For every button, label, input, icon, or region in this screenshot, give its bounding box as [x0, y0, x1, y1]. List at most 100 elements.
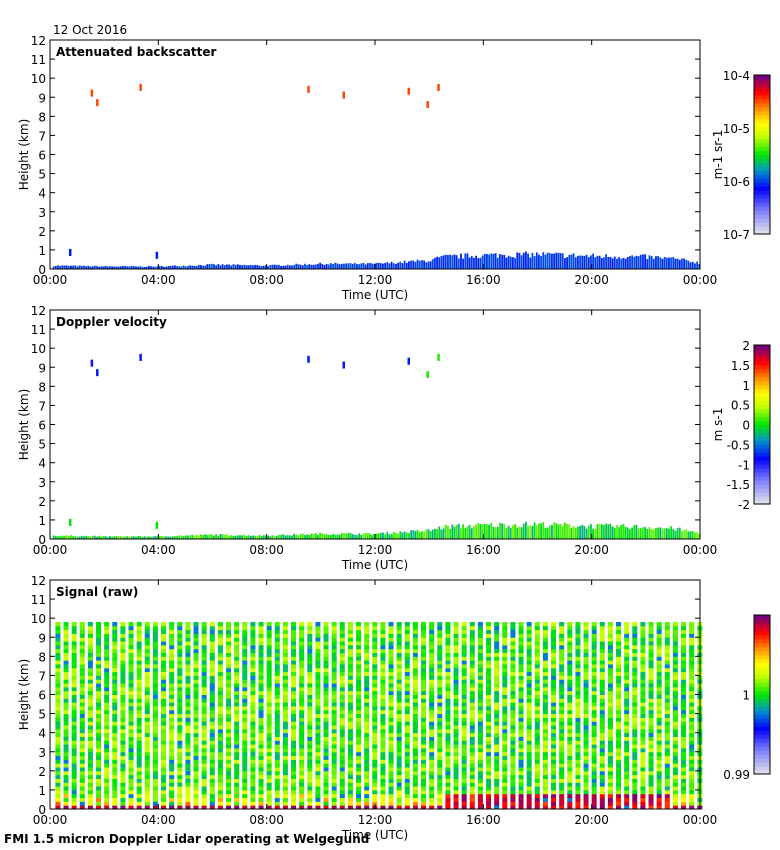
data-column	[490, 253, 493, 269]
data-column	[457, 523, 460, 539]
data-column	[119, 266, 122, 269]
data-column	[256, 265, 259, 269]
y-tick-label: 4	[38, 727, 46, 741]
signal-stripe	[388, 621, 394, 810]
data-column	[609, 523, 612, 539]
data-column	[174, 265, 176, 269]
data-column	[390, 261, 393, 269]
data-column	[347, 533, 350, 539]
data-column	[54, 535, 57, 539]
data-column	[418, 531, 421, 539]
y-tick-label: 3	[38, 206, 46, 220]
y-tick-label: 7	[38, 669, 46, 683]
x-tick-label: 12:00	[358, 543, 393, 557]
data-column	[529, 257, 532, 269]
data-column	[564, 522, 566, 539]
data-column	[520, 527, 523, 539]
data-column	[349, 263, 352, 269]
data-column	[258, 534, 261, 539]
data-column	[386, 531, 389, 539]
signal-stripe	[104, 621, 110, 810]
data-column	[392, 532, 395, 539]
data-column	[596, 255, 599, 269]
data-column	[113, 536, 116, 539]
data-column	[312, 264, 315, 269]
data-column	[265, 535, 267, 539]
data-column	[408, 261, 410, 269]
data-column	[343, 533, 345, 539]
data-column	[304, 535, 306, 539]
data-column	[67, 535, 70, 539]
y-tick-label: 4	[38, 187, 46, 201]
data-column	[555, 252, 558, 269]
data-column	[210, 534, 213, 539]
data-column	[464, 528, 467, 539]
data-column	[267, 535, 270, 539]
y-tick-label: 10	[31, 342, 46, 356]
data-column	[135, 536, 137, 539]
signal-stripe	[656, 621, 662, 810]
signal-stripe	[274, 621, 280, 810]
data-column	[501, 523, 504, 539]
y-tick-label: 0	[38, 533, 46, 547]
data-column	[334, 262, 337, 269]
data-column	[683, 529, 686, 539]
data-column	[423, 531, 426, 539]
signal-stripe	[209, 621, 215, 810]
data-column	[132, 266, 135, 269]
data-column	[449, 254, 452, 269]
data-column	[551, 524, 553, 539]
data-column	[358, 264, 361, 269]
data-column	[351, 534, 354, 539]
signal-stripe	[664, 621, 670, 810]
data-column	[496, 257, 499, 269]
signal-stripe	[169, 621, 175, 810]
data-column	[161, 266, 163, 269]
x-tick-label: 08:00	[249, 273, 284, 287]
data-column	[548, 525, 551, 539]
data-column	[438, 526, 441, 539]
data-column	[694, 263, 696, 269]
data-column	[314, 533, 317, 539]
x-tick-label: 12:00	[358, 273, 393, 287]
data-column	[254, 264, 257, 269]
y-tick-label: 1	[38, 784, 46, 798]
data-column	[460, 253, 462, 269]
data-column	[288, 265, 291, 269]
data-column	[301, 533, 304, 539]
cloud-point	[90, 89, 94, 97]
data-column	[223, 265, 226, 269]
data-column	[278, 534, 280, 539]
data-column	[421, 531, 423, 539]
data-column	[241, 535, 244, 539]
data-column	[204, 534, 207, 539]
data-column	[67, 266, 70, 269]
data-column	[167, 536, 170, 539]
signal-stripe	[437, 621, 443, 810]
data-column	[529, 525, 532, 539]
data-column	[626, 257, 629, 269]
data-column	[622, 523, 625, 539]
data-column	[117, 535, 120, 539]
data-column	[390, 534, 393, 539]
data-column	[685, 529, 688, 539]
data-column	[70, 265, 72, 269]
data-column	[663, 528, 666, 539]
data-column	[499, 254, 501, 269]
data-column	[249, 535, 252, 539]
data-column	[674, 530, 677, 539]
data-column	[590, 524, 592, 539]
data-column	[388, 263, 391, 269]
data-column	[622, 257, 625, 269]
data-column	[232, 264, 235, 269]
data-column	[330, 534, 332, 539]
data-column	[470, 255, 473, 269]
data-column	[106, 536, 109, 539]
data-column	[96, 536, 98, 539]
data-column	[596, 524, 599, 539]
plot-frame	[49, 39, 701, 270]
data-column	[282, 534, 285, 539]
signal-stripe	[71, 621, 77, 810]
data-column	[559, 523, 562, 539]
